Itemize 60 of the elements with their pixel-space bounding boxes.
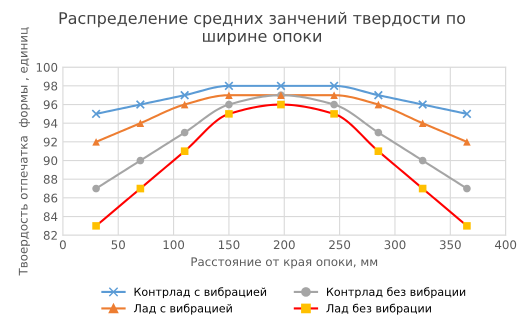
point [180,90,190,100]
point [136,100,146,110]
point [463,184,471,192]
point [180,100,188,108]
point [418,100,428,110]
point [418,119,426,128]
x-tick-label: 200 [274,240,295,250]
point [462,109,472,119]
point [92,184,100,192]
y-tick-label: 96 [44,100,58,110]
y-tick-label: 88 [44,174,58,184]
point [374,90,383,100]
x-tick-label: 350 [440,240,461,250]
point [329,81,339,91]
y-tick-label: 86 [44,194,58,203]
point [463,222,471,230]
point [330,100,338,108]
legend-label: Контрлад без вибрации [327,287,466,298]
point [136,156,144,164]
point [92,138,100,146]
x-tick-label: 400 [494,240,516,250]
x-tick-label: 50 [112,240,125,250]
y-tick-label: 82 [44,230,57,240]
point [374,100,382,108]
y-tick-label: 90 [44,156,58,166]
chart-title: Распределение средних занчений твердости по ширине опоки [60,12,466,46]
x-tick-label: 250 [329,240,350,250]
point [330,91,338,100]
point [136,119,144,128]
point [225,100,233,108]
point [374,147,382,156]
point [277,100,285,108]
x-tick-label: 300 [384,240,406,250]
x-tick-label: 100 [164,240,184,250]
legend-label: Контрлад с вибрацией [134,287,266,298]
point [92,222,100,230]
point [180,128,188,136]
point [276,81,286,91]
x-axis-title: Расстояние от края опоки, мм [192,257,378,268]
point [463,138,471,146]
point [224,81,234,91]
point [136,184,144,192]
point [180,147,188,156]
point [225,91,233,100]
point [418,184,426,192]
y-tick-label: 94 [44,118,58,128]
y-tick-label: 100 [36,62,58,72]
point [225,110,233,118]
point [374,128,382,136]
y-axis-title: Твоердость отпечатка формы , единиц [18,28,30,276]
y-tick-label: 84 [44,212,58,222]
point [330,110,338,118]
legend-label: Лад без вибрации [326,304,431,315]
x-tick-label: 150 [218,240,240,250]
x-tick-label: 0 [60,240,66,250]
y-tick-label: 98 [44,82,58,91]
legend-label: Лад с вибрацией [134,304,232,315]
point [91,109,101,119]
y-tick-label: 92 [44,138,57,147]
point [418,156,426,164]
